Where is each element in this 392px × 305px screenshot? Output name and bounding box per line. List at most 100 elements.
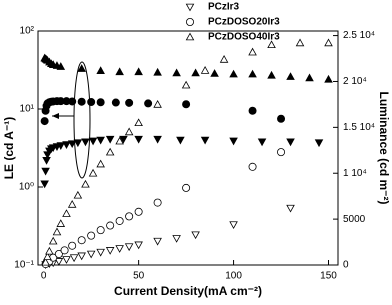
marker [48,236,58,245]
y-tick-label: 10² [20,26,35,37]
marker [41,167,50,176]
marker [115,245,124,253]
marker [134,67,143,76]
marker [248,47,257,56]
marker [105,135,115,144]
y2-tick-label: 0 [343,260,349,271]
marker [181,80,191,89]
marker [286,138,295,147]
marker [295,38,305,47]
marker [267,40,276,49]
marker [73,190,83,199]
y-tick-label: 10⁰ [19,182,34,193]
marker [106,221,115,230]
marker [248,106,257,115]
marker [248,162,257,171]
y2-tick-label: 1 10⁴ [343,168,367,179]
marker [56,142,66,150]
marker [115,67,124,76]
marker [67,140,77,149]
marker [172,235,181,243]
marker [324,38,333,47]
marker [119,135,128,144]
legend-marker [185,17,194,26]
marker [77,97,86,106]
marker [153,67,162,76]
marker [257,138,267,147]
marker [42,157,51,165]
marker [153,99,162,108]
marker [305,73,314,82]
marker [96,248,105,257]
legend-label: PCzIr3 [208,2,240,13]
marker [56,62,66,70]
marker [52,227,62,236]
marker [67,200,77,208]
marker [176,136,185,145]
y-tick-label: 10¹ [20,104,35,115]
marker [229,221,238,230]
marker [277,114,286,123]
marker [134,241,143,250]
marker [286,204,295,213]
marker [105,147,115,156]
marker [81,138,90,147]
marker [88,137,98,146]
marker [62,209,71,217]
marker [210,69,219,77]
marker [324,74,333,83]
marker [87,231,96,240]
marker [77,236,86,245]
marker [43,252,52,261]
annotation-ellipse [73,61,91,179]
x-tick-label: 50 [133,271,145,282]
y2-tick-label: 1.5 10⁴ [343,122,375,133]
marker [87,97,96,106]
marker [267,70,276,79]
marker [73,139,83,148]
marker [86,250,96,259]
marker [229,69,238,78]
y2-tick-label: 2.5 10⁴ [343,30,375,41]
marker [191,68,200,77]
marker [69,254,79,263]
marker [125,98,134,107]
marker [62,256,71,264]
marker [144,99,153,108]
marker [96,159,105,168]
x-tick-label: 150 [320,271,337,282]
marker [68,97,77,106]
marker [96,136,105,145]
marker [88,168,98,177]
marker [229,137,238,146]
marker [182,183,191,192]
marker [153,198,162,207]
marker [105,247,115,255]
marker [134,207,143,216]
marker [200,66,210,74]
marker [286,72,295,80]
marker [134,118,143,127]
legend-label: PCzDOSO20Ir3 [208,17,280,28]
marker [62,141,71,149]
marker [200,136,210,145]
marker [40,117,49,126]
arrow-head [52,113,59,119]
marker [153,237,162,246]
y-tick-label: 10⁻¹ [14,260,34,271]
marker [96,226,105,235]
x-axis-label: Current Density(mA cm⁻²) [114,284,262,298]
marker [115,216,124,225]
marker [219,55,229,63]
marker [248,69,257,78]
marker [68,241,77,250]
marker [40,180,49,189]
marker [125,212,134,221]
marker [77,64,86,72]
marker [124,127,134,136]
y2-tick-label: 2 10⁴ [343,76,367,87]
marker [81,179,90,188]
y2-axis-label: Luminance (cd m⁻²) [377,91,391,204]
y-axis-label: LE (cd A⁻¹) [2,117,16,180]
